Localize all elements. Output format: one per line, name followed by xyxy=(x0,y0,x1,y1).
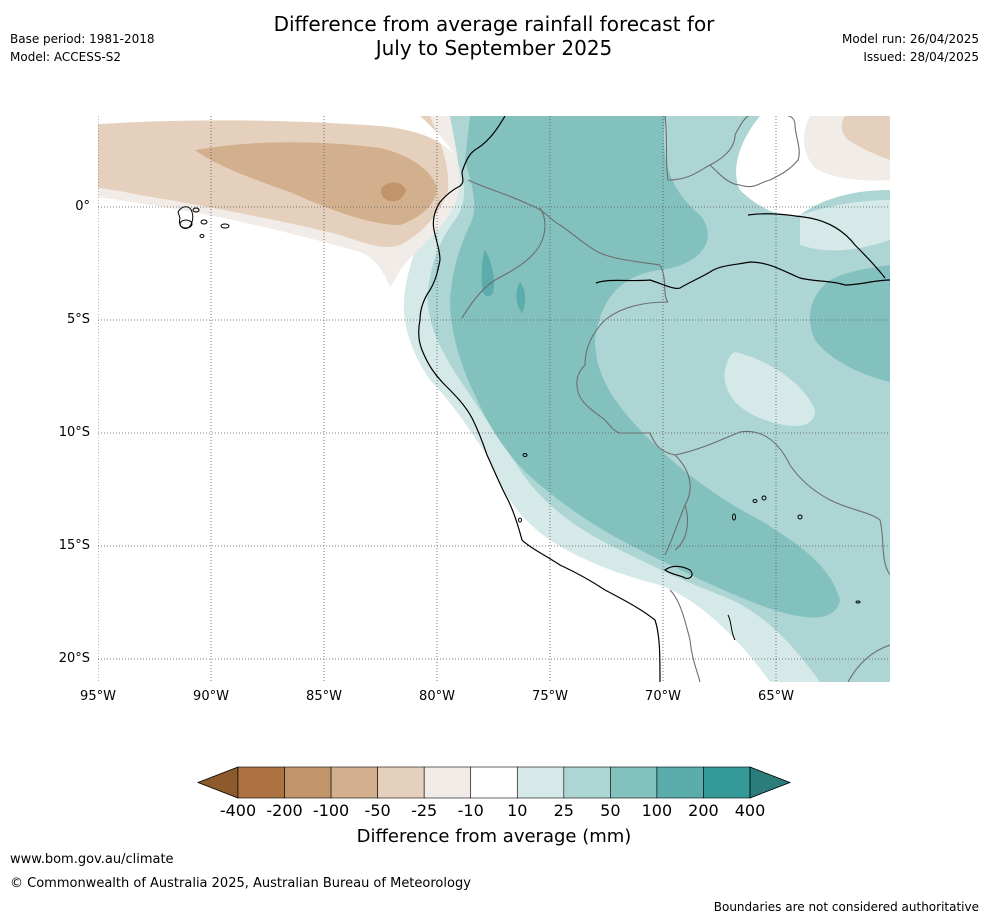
colorbar-bin xyxy=(284,766,332,799)
colorbar-tick-label: 400 xyxy=(734,801,766,820)
colorbar-tick-label: -200 xyxy=(266,801,303,820)
colorbar-title: Difference from average (mm) xyxy=(356,826,632,847)
colorbar-tick-label: -100 xyxy=(312,801,350,820)
title-line-1: Difference from average rainfall forecas… xyxy=(273,12,715,36)
lat-label-10s: 10°S xyxy=(58,425,90,440)
lat-label-15s: 15°S xyxy=(58,538,90,553)
issued-text: Issued: 28/04/2025 xyxy=(863,50,979,64)
country-borders xyxy=(461,116,890,682)
colorbar-extend-low xyxy=(196,766,239,799)
region-wet-10-25-ne xyxy=(800,200,890,251)
colorbar-bin xyxy=(703,766,751,799)
lon-label-65w: 65°W xyxy=(758,689,794,704)
footer-website: www.bom.gov.au/climate xyxy=(10,852,174,867)
lat-label-5s: 5°S xyxy=(66,312,90,327)
footer-disclaimer: Boundaries are not considered authoritat… xyxy=(713,900,979,914)
colorbar-tick-label: 25 xyxy=(553,801,574,820)
lakes xyxy=(518,453,861,604)
lon-label-90w: 90°W xyxy=(193,689,229,704)
map-title: Difference from average rainfall forecas… xyxy=(0,12,988,60)
lon-label-75w: 75°W xyxy=(532,689,568,704)
colorbar-bin xyxy=(516,766,565,799)
colorbar-bin xyxy=(330,766,378,799)
lon-label-85w: 85°W xyxy=(306,689,342,704)
galapagos-islands xyxy=(177,206,230,238)
footer-copyright: © Commonwealth of Australia 2025, Austra… xyxy=(10,876,471,891)
title-line-2: July to September 2025 xyxy=(375,36,613,60)
gridlines xyxy=(98,116,890,682)
colorbar-extend-high xyxy=(749,766,792,799)
colorbar-bin xyxy=(377,766,425,799)
region-dry-100-200 xyxy=(381,182,406,202)
colorbar-tick-label: 50 xyxy=(600,801,621,820)
colorbar-tick-label: -10 xyxy=(457,801,484,820)
colorbar-bin xyxy=(237,766,285,799)
region-dry-ne-light xyxy=(803,116,890,181)
model-run-text: Model run: 26/04/2025 xyxy=(841,32,979,46)
base-period-text: Base period: 1981-2018 xyxy=(10,32,155,46)
colorbar-tick-label: -400 xyxy=(219,801,257,820)
colorbar-tick-label: 200 xyxy=(688,801,719,820)
lat-label-20s: 20°S xyxy=(58,651,90,666)
region-dry-ne xyxy=(841,116,890,160)
header-meta-right: Model run: 26/04/2025 Issued: 28/04/2025 xyxy=(842,30,979,66)
region-wet-10-25-patch xyxy=(724,352,815,426)
region-dry-50-100 xyxy=(195,142,437,225)
region-wet-100-200-b xyxy=(516,282,526,313)
colorbar-tick-label: 10 xyxy=(507,801,528,820)
region-wet-100-200-a xyxy=(481,250,495,297)
lat-label-0: 0° xyxy=(75,199,90,214)
colorbar-tick-label: -50 xyxy=(364,801,391,820)
model-text: Model: ACCESS-S2 xyxy=(10,50,122,64)
colorbar-tick-label: -25 xyxy=(411,801,438,820)
header-meta-left: Base period: 1981-2018 Model: ACCESS-S2 xyxy=(10,30,155,66)
region-neutral-band xyxy=(98,116,455,155)
lon-label-80w: 80°W xyxy=(419,689,455,704)
colorbar-bin xyxy=(423,766,472,799)
region-wet-50-100 xyxy=(450,116,840,618)
colorbar-bin xyxy=(470,766,518,799)
colorbar-tick-label: 100 xyxy=(641,801,673,820)
region-wet-50-100-east xyxy=(810,265,890,382)
colorbar-bin xyxy=(656,766,704,799)
map-panel xyxy=(98,116,890,682)
colorbar xyxy=(196,766,792,799)
coastlines xyxy=(418,116,890,682)
coast-islands xyxy=(727,614,736,641)
colorbar-bin xyxy=(563,766,611,799)
colorbar-bin xyxy=(610,766,658,799)
lon-label-70w: 70°W xyxy=(645,689,681,704)
lon-label-95w: 95°W xyxy=(80,689,116,704)
